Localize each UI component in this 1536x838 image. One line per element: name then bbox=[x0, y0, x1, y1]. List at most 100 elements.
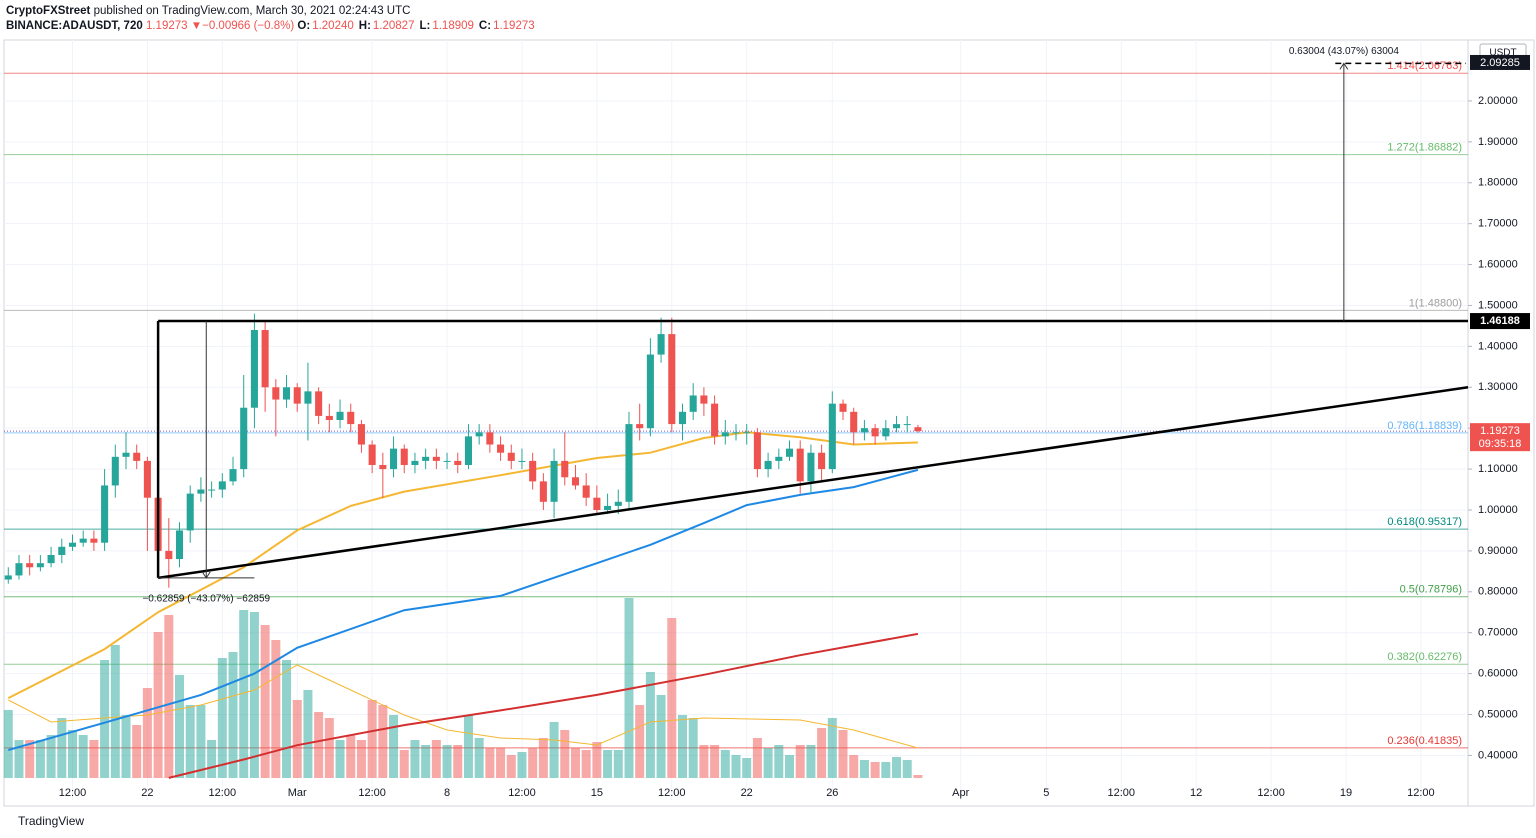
candle-body bbox=[678, 411, 687, 425]
y-tick-label: 1.90000 bbox=[1478, 136, 1518, 148]
volume-bar bbox=[549, 722, 559, 778]
volume-bar bbox=[46, 735, 56, 778]
x-tick-label: 8 bbox=[444, 787, 450, 799]
volume-bar bbox=[367, 700, 377, 778]
header-line-2: BINANCE:ADAUSDT, 720 1.19273 ▼−0.00966 (… bbox=[6, 19, 540, 34]
last-price-box bbox=[1470, 423, 1530, 452]
candle-body bbox=[325, 415, 333, 420]
candle-body bbox=[390, 448, 398, 470]
price-box-label: 2.09285 bbox=[1480, 57, 1520, 69]
candle-body bbox=[304, 391, 312, 404]
y-tick-label: 1.00000 bbox=[1478, 504, 1518, 516]
x-tick-label: 12:00 bbox=[209, 787, 237, 799]
candle-body bbox=[336, 411, 344, 420]
volume-bar bbox=[581, 750, 591, 778]
candle-body bbox=[892, 424, 901, 429]
volume-bar bbox=[207, 740, 217, 778]
volume-bar bbox=[164, 615, 174, 778]
volume-bar bbox=[560, 730, 570, 778]
volume-bar bbox=[603, 750, 613, 778]
candle-body bbox=[711, 403, 719, 437]
candle-body bbox=[143, 460, 151, 498]
x-tick-label: 12:00 bbox=[358, 787, 386, 799]
volume-bar bbox=[752, 738, 762, 778]
volume-bar bbox=[656, 695, 666, 778]
volume-bar bbox=[881, 762, 891, 778]
candle-body bbox=[882, 428, 890, 437]
candle-body bbox=[700, 395, 708, 404]
candle-body bbox=[282, 387, 291, 400]
volume-bar bbox=[635, 705, 645, 778]
candle-body bbox=[357, 424, 365, 445]
measure-label: 0.63004 (43.07%) 63004 bbox=[1289, 46, 1400, 57]
candle-body bbox=[464, 436, 472, 465]
candle-body bbox=[250, 330, 258, 408]
volume-bar bbox=[517, 752, 527, 778]
candle-body bbox=[47, 554, 55, 564]
fib-label: 1(1.48800) bbox=[1409, 297, 1462, 309]
candle-body bbox=[914, 427, 922, 432]
footer: TradingView bbox=[18, 814, 84, 828]
support-trendline bbox=[157, 386, 1469, 580]
candle-body bbox=[15, 563, 23, 576]
published: published on TradingView.com, March 30, … bbox=[93, 5, 411, 17]
candle-body bbox=[368, 444, 376, 465]
volume-bar bbox=[913, 775, 923, 778]
candle-body bbox=[315, 391, 323, 416]
volume-bar bbox=[817, 728, 827, 778]
volume-bar bbox=[742, 758, 752, 778]
volume-bar bbox=[795, 745, 805, 778]
ohlc: O: 1.20240 H: 1.20827 L: 1.18909 C: 1.19273 bbox=[297, 20, 539, 32]
candle-body bbox=[593, 497, 601, 510]
candle-body bbox=[614, 501, 622, 506]
ohlc-value: 1.20240 bbox=[312, 20, 354, 32]
candle-body bbox=[218, 481, 226, 490]
candle-body bbox=[571, 477, 580, 486]
fib-label: 0.618(0.95317) bbox=[1387, 516, 1462, 528]
candle-body bbox=[79, 538, 87, 543]
volume-bar bbox=[496, 748, 506, 778]
volume-bar bbox=[100, 660, 110, 778]
ohlc-value: 1.20827 bbox=[372, 20, 415, 32]
candle-body bbox=[133, 452, 141, 461]
fib-label: 0.5(0.78796) bbox=[1400, 584, 1462, 596]
x-tick-label: 12:00 bbox=[1257, 787, 1285, 799]
candle-body bbox=[293, 387, 301, 404]
y-tick-label: 0.70000 bbox=[1478, 627, 1518, 639]
candle-body bbox=[197, 489, 205, 494]
volume-bar bbox=[538, 738, 548, 778]
volume-bar bbox=[485, 748, 495, 778]
candle-body bbox=[625, 424, 633, 502]
volume-bar bbox=[667, 618, 677, 778]
moving-average bbox=[168, 632, 919, 779]
volume-bar bbox=[892, 757, 902, 778]
candle-body bbox=[4, 575, 12, 580]
volume-bar bbox=[859, 760, 869, 778]
y-tick-label: 1.10000 bbox=[1478, 463, 1518, 475]
candle-body bbox=[486, 432, 494, 445]
candle-body bbox=[507, 452, 515, 461]
volume-bar bbox=[410, 740, 420, 778]
candle-body bbox=[432, 456, 440, 461]
y-tick-label: 0.60000 bbox=[1478, 668, 1518, 680]
publisher: CryptoFXStreet bbox=[6, 5, 91, 17]
candle-body bbox=[582, 485, 590, 498]
symbol: BINANCE:ADAUSDT, 720 bbox=[6, 20, 143, 32]
price: 1.19273 bbox=[145, 20, 188, 32]
volume-bar bbox=[421, 745, 431, 778]
volume-bar bbox=[731, 755, 741, 778]
x-tick-label: Apr bbox=[952, 787, 969, 799]
volume-bar bbox=[806, 745, 816, 778]
volume-bar bbox=[378, 705, 388, 778]
moving-average bbox=[7, 431, 918, 699]
volume-bar bbox=[463, 715, 473, 778]
volume-bar bbox=[196, 705, 206, 778]
x-tick-label: 5 bbox=[1043, 787, 1049, 799]
volume-bar bbox=[592, 742, 602, 778]
volume-bar bbox=[292, 700, 302, 778]
x-tick-label: 26 bbox=[826, 787, 838, 799]
ohlc-label: L: bbox=[419, 20, 431, 32]
candle-body bbox=[58, 546, 66, 555]
fib-label: 1.414(2.06763) bbox=[1387, 60, 1462, 72]
ohlc-value: 1.19273 bbox=[493, 20, 535, 32]
